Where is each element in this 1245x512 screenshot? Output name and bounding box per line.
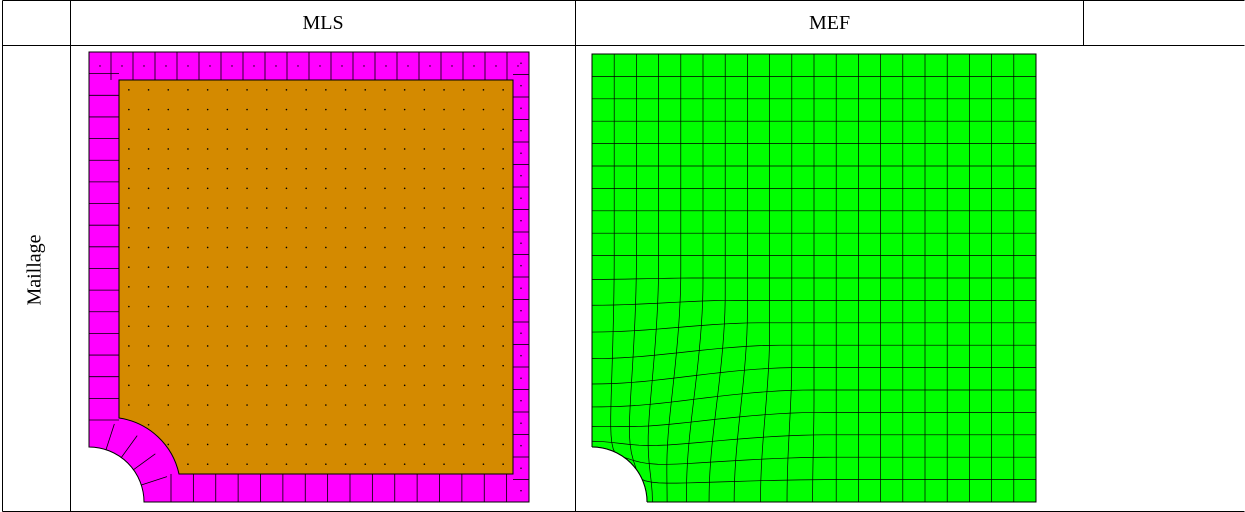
header-mef: MEF bbox=[808, 11, 851, 34]
mls-interior-domain bbox=[118, 79, 514, 475]
mls-boundary-cells bbox=[89, 52, 529, 502]
mef-hole bbox=[591, 446, 648, 503]
mls-nodes bbox=[99, 62, 522, 492]
header-mls: MLS bbox=[302, 11, 344, 34]
mef-mesh-lines bbox=[591, 54, 1036, 503]
